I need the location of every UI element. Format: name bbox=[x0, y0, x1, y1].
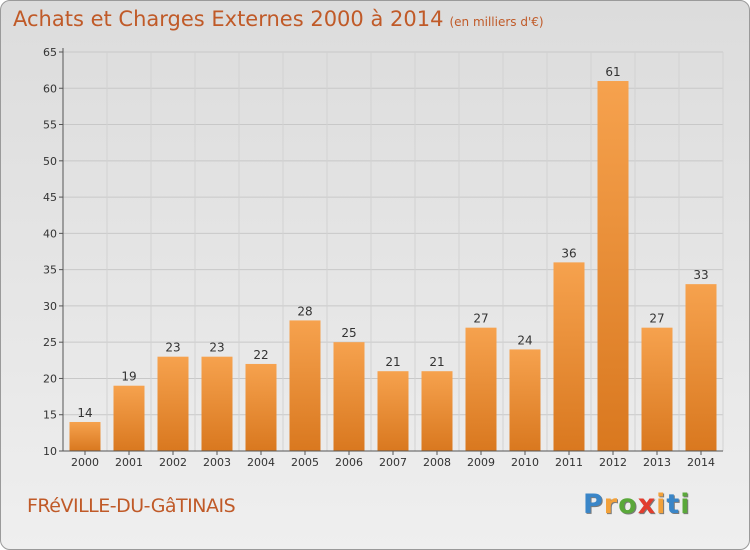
x-tick-label: 2006 bbox=[335, 456, 363, 469]
x-tick-label: 2001 bbox=[115, 456, 143, 469]
logo-letter: r bbox=[603, 489, 619, 520]
data-label: 33 bbox=[693, 268, 708, 282]
y-tick-label: 15 bbox=[43, 409, 57, 422]
x-tick-label: 2005 bbox=[291, 456, 319, 469]
data-label: 22 bbox=[253, 348, 268, 362]
bar-2002 bbox=[157, 356, 189, 451]
data-label: 19 bbox=[121, 370, 136, 384]
x-tick-label: 2008 bbox=[423, 456, 451, 469]
y-tick-label: 25 bbox=[43, 336, 57, 349]
bar-2000 bbox=[69, 421, 101, 451]
data-label: 14 bbox=[77, 406, 92, 420]
data-label: 25 bbox=[341, 326, 356, 340]
bar-2014 bbox=[685, 284, 717, 451]
data-label: 24 bbox=[517, 333, 532, 347]
data-label: 28 bbox=[297, 304, 312, 318]
logo-letter: i bbox=[680, 489, 691, 520]
proxiti-logo: Proxiti bbox=[583, 489, 691, 520]
x-tick-label: 2014 bbox=[687, 456, 715, 469]
bar-2010 bbox=[509, 349, 541, 451]
logo-letter: x bbox=[637, 489, 657, 520]
bar-2011 bbox=[553, 262, 585, 451]
bar-2005 bbox=[289, 320, 321, 451]
y-tick-label: 10 bbox=[43, 445, 57, 458]
data-label: 21 bbox=[429, 355, 444, 369]
y-tick-label: 55 bbox=[43, 119, 57, 132]
y-tick-label: 65 bbox=[43, 46, 57, 59]
x-tick-label: 2009 bbox=[467, 456, 495, 469]
bar-2006 bbox=[333, 342, 365, 451]
bar-2012 bbox=[597, 81, 629, 451]
labels: 10 15 20 25 30 35 40 45 50 55 60 65 14 2000 19 2001 23 20… bbox=[43, 46, 715, 469]
data-label: 61 bbox=[605, 65, 620, 79]
bar-2009 bbox=[465, 327, 497, 451]
y-tick-label: 20 bbox=[43, 372, 57, 385]
y-tick-label: 50 bbox=[43, 155, 57, 168]
x-tick-label: 2010 bbox=[511, 456, 539, 469]
bar-2003 bbox=[201, 356, 233, 451]
logo-letter: o bbox=[618, 489, 638, 520]
data-label: 27 bbox=[649, 312, 664, 326]
data-label: 23 bbox=[165, 341, 180, 355]
x-tick-label: 2003 bbox=[203, 456, 231, 469]
x-tick-label: 2000 bbox=[71, 456, 99, 469]
chart-title: Achats et Charges Externes 2000 à 2014 (e… bbox=[13, 7, 544, 31]
y-tick-label: 35 bbox=[43, 264, 57, 277]
x-tick-label: 2007 bbox=[379, 456, 407, 469]
x-tick-label: 2012 bbox=[599, 456, 627, 469]
logo-letter: P bbox=[583, 489, 604, 520]
x-tick-label: 2011 bbox=[555, 456, 583, 469]
bar-2007 bbox=[377, 371, 409, 451]
logo-letter: i bbox=[656, 489, 667, 520]
logo-letter: t bbox=[666, 489, 681, 520]
x-tick-label: 2013 bbox=[643, 456, 671, 469]
y-tick-label: 60 bbox=[43, 82, 57, 95]
data-label: 21 bbox=[385, 355, 400, 369]
bars bbox=[69, 81, 717, 451]
y-tick-label: 45 bbox=[43, 191, 57, 204]
data-label: 27 bbox=[473, 312, 488, 326]
chart-subtitle: (en milliers d'€) bbox=[449, 15, 544, 29]
axes bbox=[59, 48, 723, 455]
bar-2001 bbox=[113, 385, 145, 451]
x-tick-label: 2004 bbox=[247, 456, 275, 469]
data-label: 36 bbox=[561, 246, 576, 260]
title-text: Achats et Charges Externes 2000 à 2014 bbox=[13, 7, 444, 31]
y-tick-label: 30 bbox=[43, 300, 57, 313]
y-tick-label: 40 bbox=[43, 227, 57, 240]
bar-2008 bbox=[421, 371, 453, 451]
bar-2013 bbox=[641, 327, 673, 451]
x-tick-label: 2002 bbox=[159, 456, 187, 469]
town-name: FRéVILLE-DU-GâTINAIS bbox=[27, 495, 236, 517]
bar-2004 bbox=[245, 363, 277, 451]
data-label: 23 bbox=[209, 341, 224, 355]
